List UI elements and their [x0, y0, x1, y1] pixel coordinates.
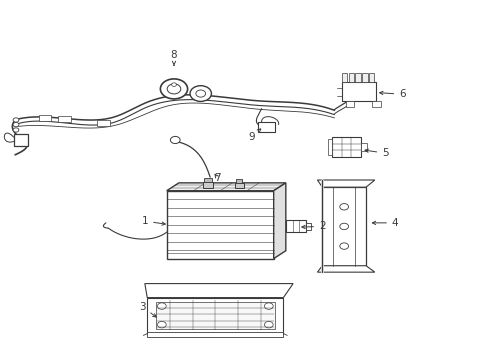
- Text: 5: 5: [364, 148, 388, 158]
- Bar: [371, 102, 380, 107]
- Text: 1: 1: [141, 216, 165, 226]
- Circle shape: [160, 79, 187, 99]
- Text: 7: 7: [214, 173, 221, 183]
- Text: 8: 8: [170, 50, 177, 66]
- Polygon shape: [144, 284, 292, 298]
- Bar: [257, 122, 275, 132]
- Bar: [203, 182, 213, 188]
- Bar: [322, 187, 366, 266]
- Bar: [285, 220, 305, 232]
- Bar: [362, 73, 367, 82]
- Bar: [341, 82, 375, 102]
- Polygon shape: [166, 183, 285, 191]
- Text: 2: 2: [301, 221, 325, 231]
- Circle shape: [13, 122, 19, 127]
- Bar: [156, 302, 274, 329]
- Bar: [348, 73, 353, 82]
- Circle shape: [171, 83, 176, 86]
- Bar: [204, 177, 211, 182]
- Bar: [355, 73, 360, 82]
- Circle shape: [264, 303, 273, 309]
- Circle shape: [339, 243, 348, 249]
- Bar: [147, 332, 283, 337]
- Text: 3: 3: [139, 302, 156, 317]
- Bar: [58, 116, 71, 122]
- Circle shape: [13, 128, 19, 132]
- Bar: [327, 139, 331, 155]
- Circle shape: [157, 321, 166, 328]
- Circle shape: [167, 84, 181, 94]
- Bar: [361, 143, 366, 151]
- Text: 9: 9: [248, 129, 260, 142]
- Bar: [166, 191, 273, 258]
- Bar: [305, 222, 310, 230]
- Circle shape: [170, 136, 180, 144]
- Polygon shape: [317, 266, 374, 272]
- Circle shape: [13, 118, 19, 122]
- Circle shape: [339, 203, 348, 210]
- Bar: [14, 134, 28, 146]
- Text: 4: 4: [371, 218, 398, 228]
- Circle shape: [196, 90, 205, 97]
- Text: 6: 6: [379, 89, 405, 99]
- Bar: [331, 137, 361, 157]
- Bar: [345, 102, 354, 107]
- Circle shape: [157, 303, 166, 309]
- Polygon shape: [273, 183, 285, 258]
- Bar: [236, 179, 242, 183]
- Circle shape: [264, 321, 273, 328]
- Bar: [97, 120, 110, 126]
- Bar: [147, 298, 283, 334]
- Bar: [39, 115, 51, 121]
- Bar: [341, 73, 346, 82]
- Polygon shape: [317, 180, 374, 187]
- Bar: [234, 183, 243, 188]
- Circle shape: [190, 86, 211, 102]
- Circle shape: [339, 223, 348, 230]
- Bar: [368, 73, 373, 82]
